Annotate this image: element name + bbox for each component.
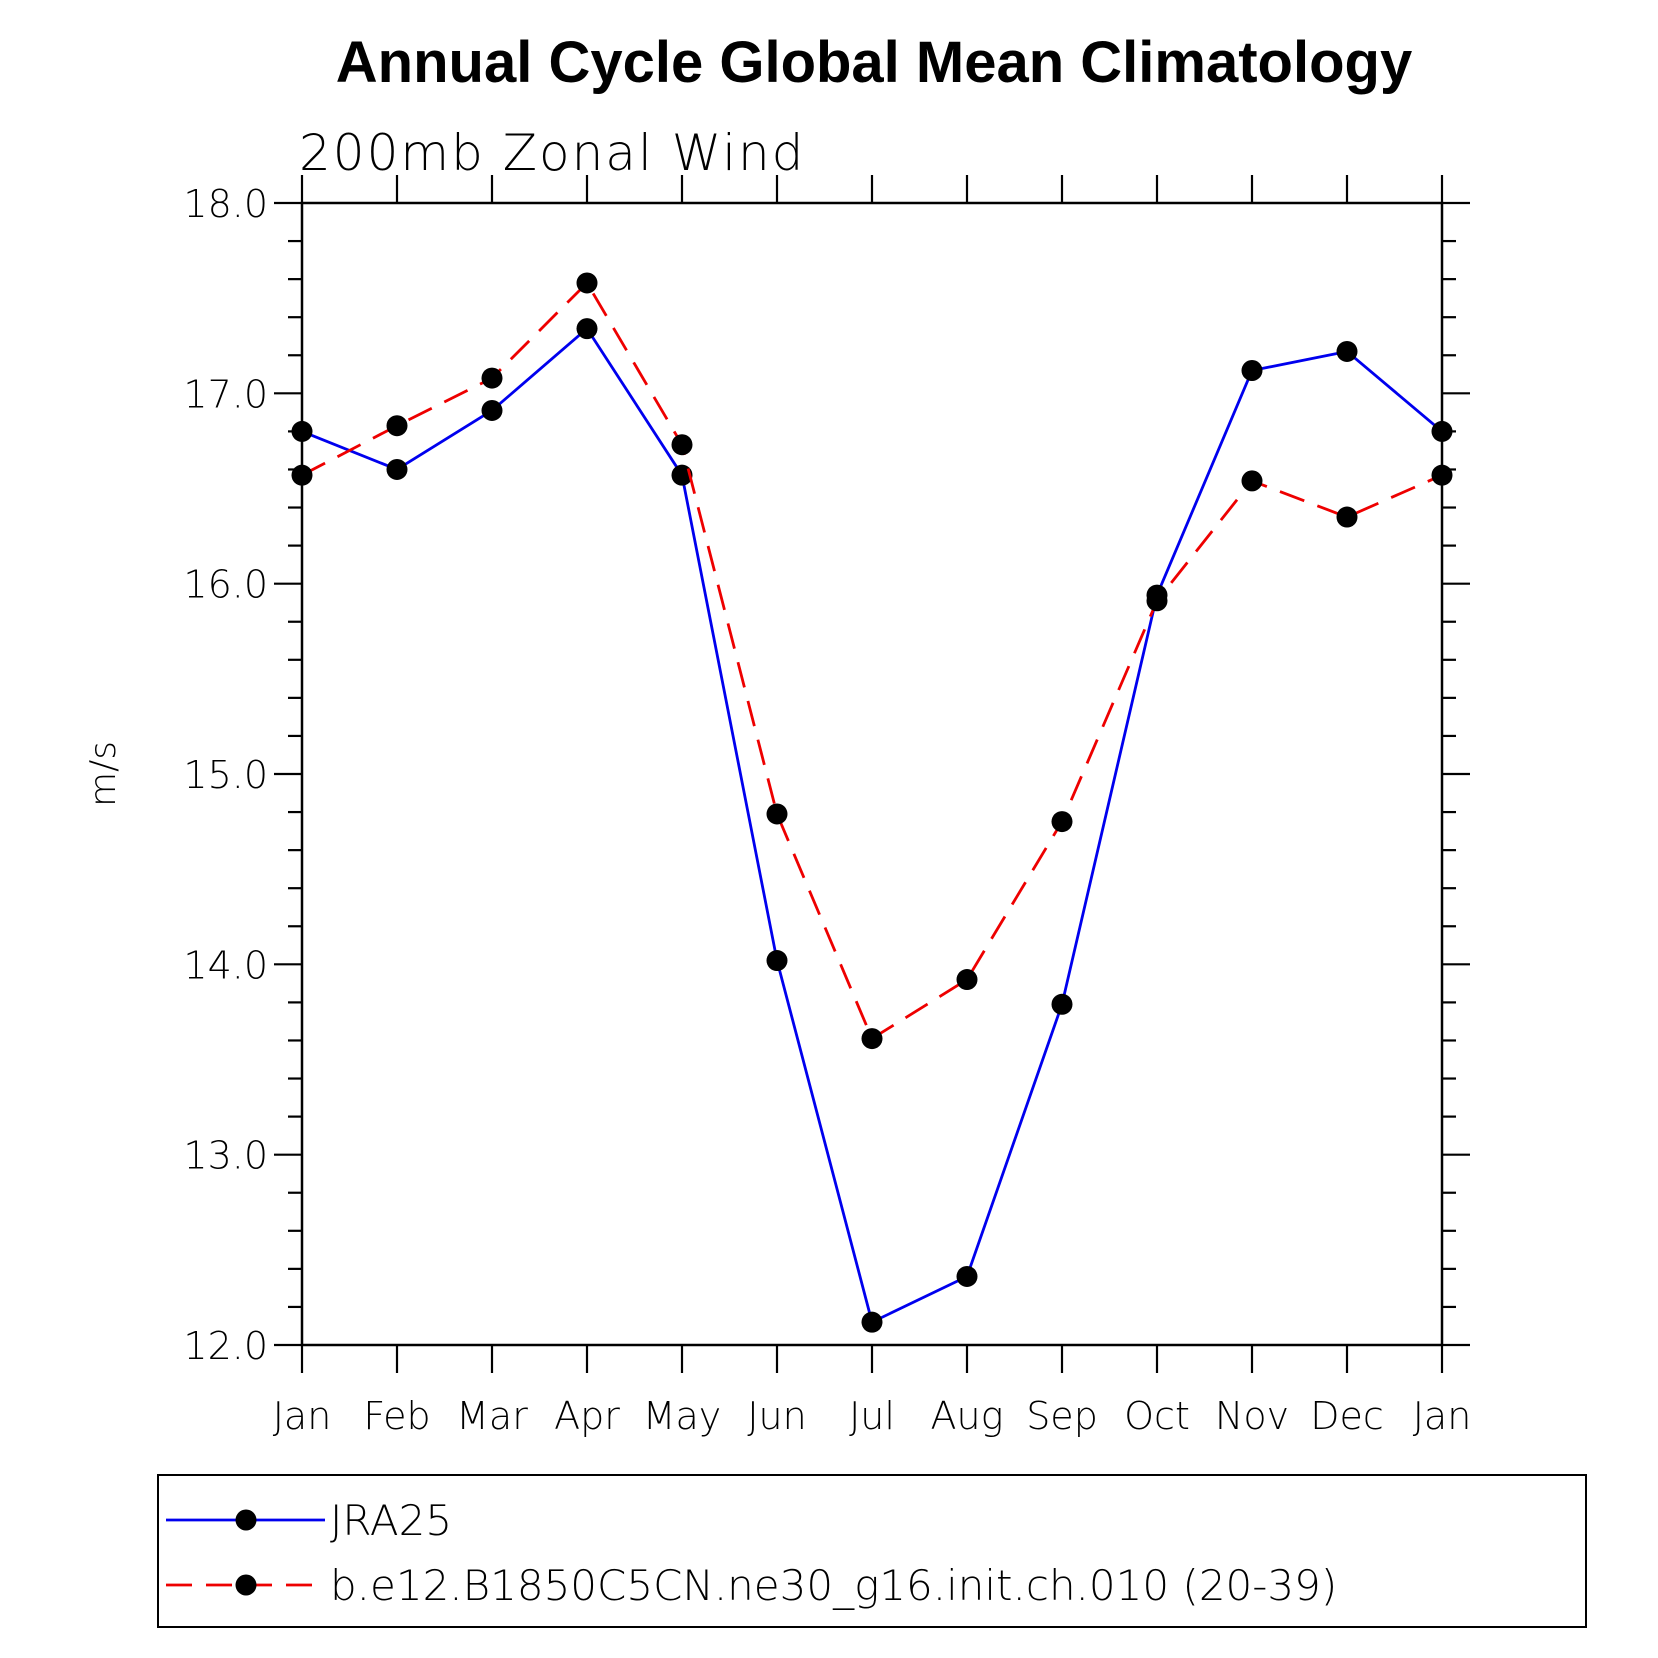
legend: JRA25 b.e12.B1850C5CN.ne30_g16.init.ch.01… bbox=[157, 1474, 1587, 1628]
data-point bbox=[1051, 811, 1073, 833]
data-point bbox=[766, 950, 788, 972]
legend-entry: JRA25 bbox=[166, 1496, 452, 1545]
data-point bbox=[576, 318, 598, 340]
y-tick-label: 15.0 bbox=[183, 753, 268, 797]
data-point bbox=[1336, 340, 1358, 362]
y-tick-label: 18.0 bbox=[183, 182, 268, 226]
x-tick-label: Sep bbox=[1026, 1394, 1098, 1438]
series-line bbox=[301, 281, 1443, 1040]
plot-border bbox=[300, 201, 1444, 1347]
y-tick-label: 13.0 bbox=[183, 1134, 268, 1178]
y-axis-label: m/s bbox=[83, 741, 124, 807]
data-point bbox=[671, 434, 693, 456]
y-tick-label: 14.0 bbox=[183, 943, 268, 987]
data-point bbox=[956, 1265, 978, 1287]
data-point bbox=[386, 458, 408, 480]
legend-label: JRA25 bbox=[330, 1496, 452, 1545]
data-point bbox=[576, 272, 598, 294]
x-tick-label: Feb bbox=[363, 1394, 430, 1438]
series-layer bbox=[291, 272, 1453, 1333]
data-point bbox=[386, 415, 408, 437]
x-tick-label: Jun bbox=[747, 1394, 806, 1438]
x-tick-label: Jul bbox=[849, 1394, 895, 1438]
plot-frame bbox=[300, 201, 1444, 1347]
x-tick-label: Nov bbox=[1215, 1394, 1289, 1438]
legend-marker bbox=[235, 1509, 257, 1531]
data-point bbox=[861, 1028, 883, 1050]
x-tick-label: Dec bbox=[1310, 1394, 1384, 1438]
data-point bbox=[291, 420, 313, 442]
y-tick-label: 12.0 bbox=[183, 1324, 268, 1368]
series-1 bbox=[291, 318, 1453, 1333]
x-tick-label: Jan bbox=[273, 1394, 332, 1438]
data-point bbox=[1431, 464, 1453, 486]
data-point bbox=[1241, 359, 1263, 381]
legend-label: b.e12.B1850C5CN.ne30_g16.init.ch.010 (20… bbox=[330, 1561, 1337, 1610]
data-point bbox=[291, 464, 313, 486]
x-tick-label: Oct bbox=[1124, 1394, 1190, 1438]
y-tick-label: 17.0 bbox=[183, 372, 268, 416]
data-point bbox=[1241, 470, 1263, 492]
y-tick-label: 16.0 bbox=[183, 563, 268, 607]
data-point bbox=[861, 1311, 883, 1333]
x-tick-label: May bbox=[643, 1394, 722, 1438]
data-point bbox=[481, 399, 503, 421]
x-tick-label: Aug bbox=[931, 1394, 1004, 1438]
data-point bbox=[1336, 506, 1358, 528]
data-point bbox=[956, 969, 978, 991]
y-axis-ticks: 12.0 13.0 14.0 15.0 16.0 17.0 18.0 bbox=[183, 182, 1470, 1368]
data-point bbox=[1431, 420, 1453, 442]
legend-marker bbox=[235, 1574, 257, 1596]
data-point bbox=[481, 367, 503, 389]
legend-box bbox=[157, 1474, 1587, 1628]
data-point bbox=[1051, 993, 1073, 1015]
data-point bbox=[766, 803, 788, 825]
x-axis-ticks: Jan Feb Mar Apr May Jun Jul Aug Sep Oct Nov Dec Jan bbox=[273, 175, 1472, 1438]
data-point bbox=[1146, 590, 1168, 612]
series-2 bbox=[291, 272, 1453, 1050]
chart-title: Annual Cycle Global Mean Climatology bbox=[336, 30, 1412, 95]
x-tick-label: Jan bbox=[1413, 1394, 1472, 1438]
legend-entry: b.e12.B1850C5CN.ne30_g16.init.ch.010 (20… bbox=[166, 1561, 1337, 1610]
x-tick-label: Apr bbox=[554, 1394, 620, 1438]
chart-subtitle: 200mb Zonal Wind bbox=[299, 124, 805, 182]
x-tick-label: Mar bbox=[456, 1394, 528, 1438]
series-line bbox=[301, 327, 1443, 1324]
